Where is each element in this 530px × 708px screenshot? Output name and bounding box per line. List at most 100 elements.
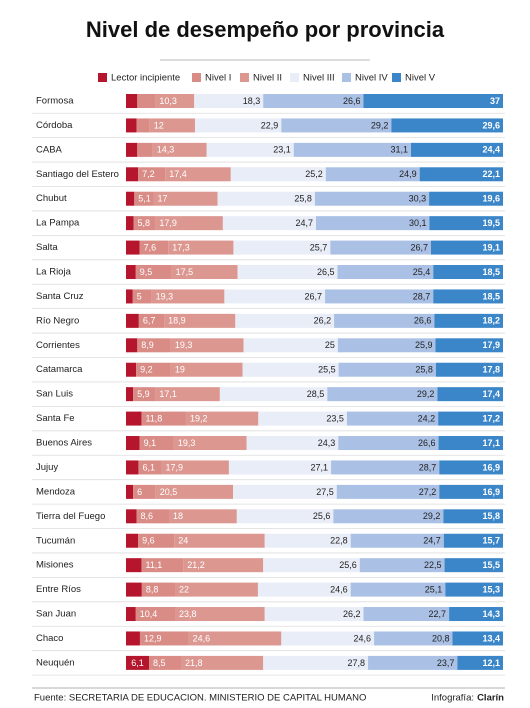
value-label: 18,3 (243, 96, 261, 106)
bar-segment (126, 118, 137, 133)
value-label: 17,5 (176, 267, 194, 277)
bar-segment (350, 582, 446, 597)
legend-swatch (192, 73, 201, 82)
bar-segment (141, 558, 184, 573)
bar-segment (452, 631, 503, 646)
value-label: 17,1 (482, 438, 500, 448)
bar-segment (430, 240, 503, 255)
value-label: 17,9 (159, 218, 177, 228)
bar-segment (429, 216, 503, 231)
category-label: Misiones (36, 560, 74, 571)
value-label: 17,3 (172, 242, 190, 252)
legend-label: Nivel IV (355, 73, 388, 84)
bar-segment (435, 362, 503, 377)
category-label: Catamarca (36, 364, 83, 375)
legend-swatch (392, 73, 401, 82)
bar-segment (246, 436, 339, 451)
bar-segment (126, 338, 138, 353)
category-label: Jujuy (36, 462, 58, 473)
bar-segment (134, 191, 154, 206)
value-label: 7,2 (142, 169, 155, 179)
bar-segment (126, 533, 139, 548)
bar-segment (350, 533, 444, 548)
bar-segment (126, 484, 134, 499)
bar-segment (171, 265, 238, 280)
bar-segment (224, 289, 326, 304)
value-label: 20,5 (160, 487, 178, 497)
bar-segment (337, 338, 436, 353)
bar-segment (338, 436, 439, 451)
value-label: 15,8 (482, 511, 500, 521)
bar-segment (137, 142, 153, 157)
value-label: 12,9 (144, 633, 162, 643)
value-label: 22,7 (429, 609, 447, 619)
bar-segment (135, 265, 172, 280)
bar-segment (411, 142, 503, 157)
bar-segment (126, 265, 136, 280)
bar-segment (153, 191, 218, 206)
bar-segment (126, 655, 149, 670)
value-label: 24 (178, 536, 188, 546)
value-label: 11,8 (145, 413, 162, 423)
category-label: Tierra del Fuego (36, 511, 105, 522)
bar-segment (126, 436, 140, 451)
bar-segment (194, 118, 282, 133)
bar-segment (138, 460, 162, 475)
bar-segment (444, 558, 503, 573)
credit: Clarín (477, 693, 504, 704)
value-label: 25,2 (305, 169, 323, 179)
source: Fuente: SECRETARIA DE EDUCACION. MINISTE… (34, 693, 366, 704)
value-label: 17,2 (482, 413, 500, 423)
bar-segment (257, 582, 351, 597)
bar-segment (236, 509, 334, 524)
value-label: 5,1 (138, 194, 151, 204)
value-label: 24,4 (482, 145, 500, 155)
bar-segment (185, 411, 259, 426)
bar-segment (264, 533, 351, 548)
value-label: 26,6 (418, 438, 436, 448)
bar-segment (173, 436, 247, 451)
bar-segment (126, 582, 142, 597)
value-label: 21,8 (185, 658, 203, 668)
value-label: 24,7 (423, 536, 441, 546)
value-label: 6,1 (131, 658, 144, 668)
value-label: 7,6 (144, 242, 157, 252)
bar-segment (230, 167, 326, 182)
bar-segment (336, 484, 440, 499)
bar-segment (338, 362, 436, 377)
value-label: 17 (158, 194, 168, 204)
category-label: Córdoba (36, 120, 73, 131)
value-label: 6,7 (143, 316, 156, 326)
value-label: 25,1 (425, 584, 443, 594)
value-label: 23,5 (326, 413, 344, 423)
bar-segment (314, 191, 430, 206)
bar-segment (337, 265, 434, 280)
bar-segment (164, 313, 236, 328)
value-label: 18,9 (168, 316, 186, 326)
value-label: 24,2 (418, 413, 436, 423)
value-label: 24,3 (318, 438, 336, 448)
bar-segment (126, 607, 136, 622)
bar-segment (233, 240, 331, 255)
bar-segment (439, 484, 503, 499)
value-label: 15,7 (482, 536, 500, 546)
bar-segment (137, 338, 171, 353)
bar-segment (222, 216, 317, 231)
value-label: 22,9 (261, 120, 279, 130)
value-label: 26,7 (305, 291, 323, 301)
bar-segment (175, 582, 258, 597)
category-label: Corrientes (36, 340, 80, 351)
bar-segment (126, 240, 140, 255)
bar-segment (155, 216, 223, 231)
legend-swatch (98, 73, 107, 82)
bar-segment (138, 313, 165, 328)
bar-segment (126, 411, 142, 426)
value-label: 24,6 (193, 633, 211, 643)
value-label: 25,9 (415, 340, 433, 350)
bar-segment (168, 509, 237, 524)
legend-label: Nivel I (205, 73, 231, 84)
value-label: 25,8 (415, 365, 433, 375)
bar-segment (141, 582, 176, 597)
value-label: 26,7 (410, 242, 428, 252)
